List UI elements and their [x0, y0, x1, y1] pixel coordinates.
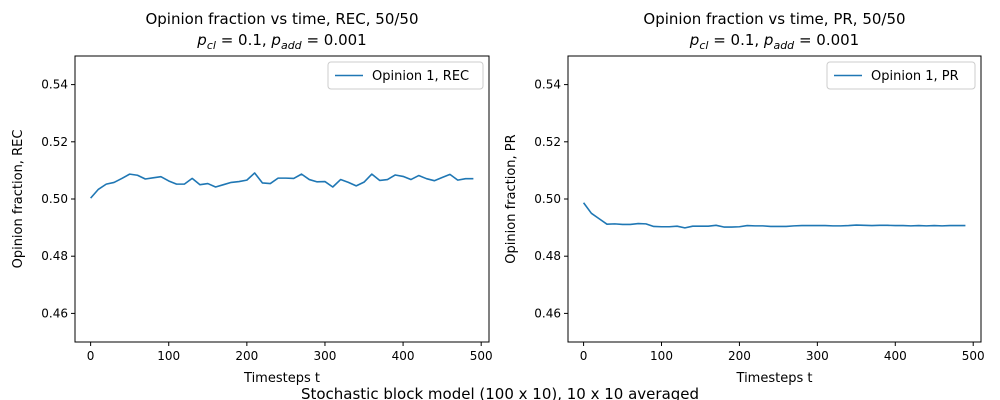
- chart-title: Opinion fraction vs time, PR, 50/50: [643, 10, 905, 28]
- y-tick-label: 0.52: [534, 135, 561, 149]
- legend: Opinion 1, PR: [826, 61, 976, 90]
- y-tick-label: 0.46: [534, 306, 561, 320]
- y-tick-label: 0.48: [534, 249, 561, 263]
- subplots: Opinion fraction vs time, REC, 50/50 pcl …: [11, 10, 985, 386]
- y-tick-label: 0.50: [41, 192, 68, 206]
- y-tick-label: 0.54: [41, 78, 68, 92]
- y-axis-label: Opinion fraction, REC: [11, 130, 26, 269]
- legend-box: [327, 61, 484, 90]
- series-line: [90, 172, 474, 199]
- x-tick-label: 200: [728, 349, 751, 363]
- y-tick-label: 0.50: [534, 192, 561, 206]
- x-tick-label: 500: [470, 349, 493, 363]
- legend-label: Opinion 1, REC: [372, 69, 469, 84]
- y-tick-label: 0.54: [534, 78, 561, 92]
- x-tick-label: 0: [580, 349, 588, 363]
- y-axis-label: Opinion fraction, PR: [504, 134, 519, 263]
- chart-title: Opinion fraction vs time, REC, 50/50: [145, 10, 418, 28]
- figure-suptitle: Stochastic block model (100 x 10), 10 x …: [301, 385, 699, 400]
- chart-subtitle: pcl = 0.1, padd = 0.001: [689, 31, 859, 52]
- x-tick-label: 100: [157, 349, 180, 363]
- y-tick-label: 0.46: [41, 306, 68, 320]
- series-line: [582, 202, 966, 229]
- x-tick-label: 0: [87, 349, 95, 363]
- x-tick-label: 500: [962, 349, 985, 363]
- legend-label: Opinion 1, PR: [871, 69, 959, 84]
- subplot-2: Opinion fraction vs time, PR, 50/50 pcl =…: [504, 10, 985, 386]
- subplot-1: Opinion fraction vs time, REC, 50/50 pcl …: [11, 10, 493, 386]
- y-tick-label: 0.48: [41, 249, 68, 263]
- x-axis-label: Timesteps t: [736, 371, 813, 386]
- x-tick-label: 300: [806, 349, 829, 363]
- x-tick-label: 100: [650, 349, 673, 363]
- legend: Opinion 1, REC: [327, 61, 484, 90]
- x-axis-label: Timesteps t: [243, 371, 320, 386]
- x-tick-label: 400: [884, 349, 907, 363]
- x-tick-label: 400: [392, 349, 415, 363]
- legend-box: [826, 61, 976, 90]
- y-tick-label: 0.52: [41, 135, 68, 149]
- chart-subtitle: pcl = 0.1, padd = 0.001: [196, 31, 366, 52]
- x-tick-label: 200: [235, 349, 258, 363]
- x-tick-label: 300: [314, 349, 337, 363]
